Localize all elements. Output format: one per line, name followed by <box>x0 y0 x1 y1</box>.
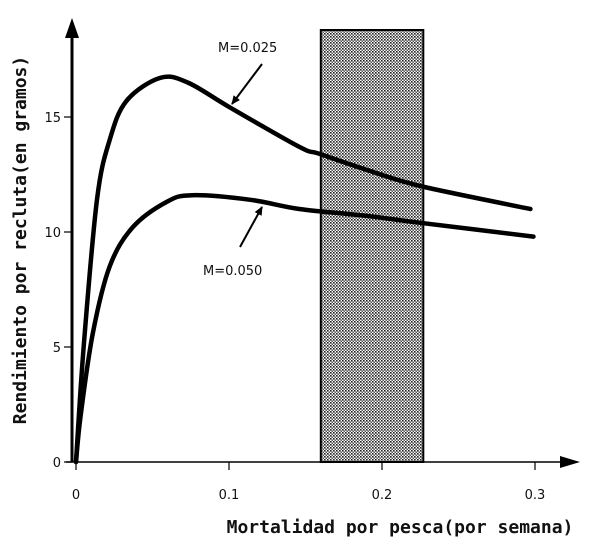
y-tick-label: 10 <box>44 226 61 241</box>
x-tick-label: 0.2 <box>372 488 393 503</box>
y-tick-label: 0 <box>53 456 61 471</box>
shaded-region <box>319 29 425 463</box>
y-axis-arrow-icon <box>65 18 79 38</box>
x-tick-label: 0.3 <box>525 488 546 503</box>
y-tick-label: 5 <box>53 341 61 356</box>
x-tick-label: 0.1 <box>219 488 240 503</box>
y-axis-label: Rendimiento por recluta(en gramos) <box>10 56 31 424</box>
annotation-m050: M=0.050 <box>203 264 262 279</box>
annotation-m025-arrow <box>231 63 263 105</box>
x-axis-label: Mortalidad por pesca(por semana) <box>227 517 574 538</box>
x-axis-arrow-icon <box>560 456 580 468</box>
x-tick-label: 0 <box>72 488 80 503</box>
y-tick-label: 15 <box>44 111 61 126</box>
series-line-m025 <box>73 74 533 465</box>
annotation-m050-arrow <box>239 206 263 248</box>
series-line-m050 <box>73 192 536 465</box>
annotation-m025: M=0.025 <box>218 41 277 56</box>
